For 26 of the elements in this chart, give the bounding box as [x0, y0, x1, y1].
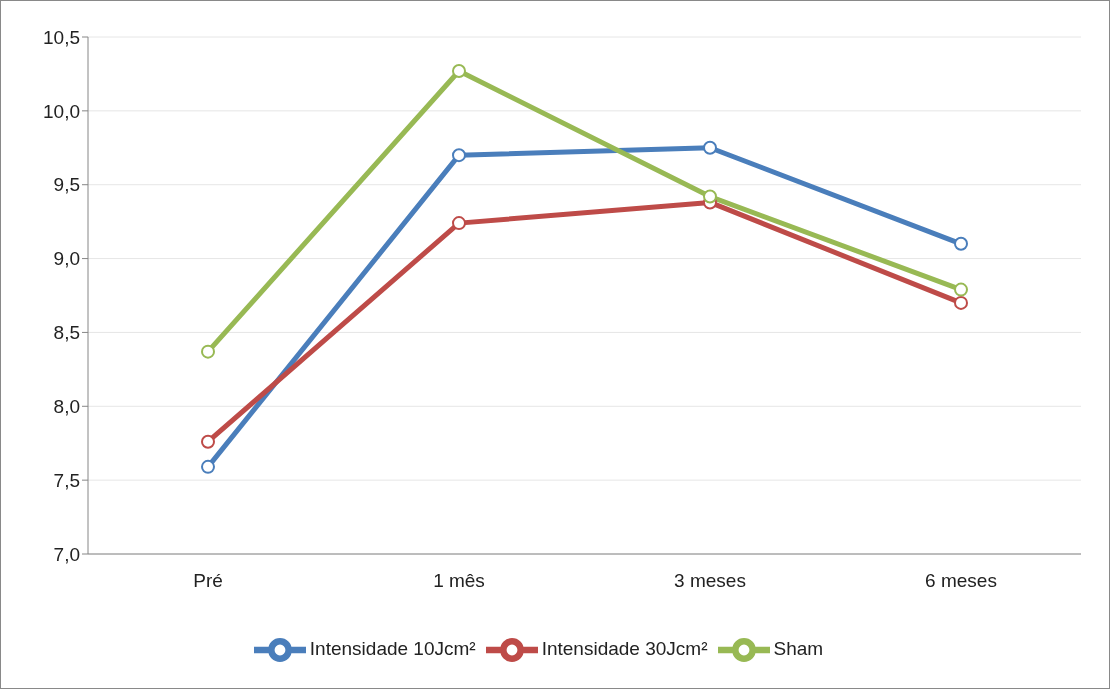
point — [201, 344, 215, 359]
y-tick-label: 9,5 — [53, 174, 80, 196]
y-tick-label: 10,0 — [43, 100, 80, 122]
y-tick-label: 7,0 — [53, 543, 80, 565]
y-tick-label: 9,0 — [53, 248, 80, 270]
point — [452, 63, 466, 78]
legend-label: Sham — [773, 638, 824, 660]
x-tick-label: 1 mês — [433, 570, 485, 592]
point — [954, 282, 968, 297]
y-tick-label: 8,0 — [53, 396, 80, 418]
legend-label: Intensidade 10Jcm² — [309, 638, 476, 660]
y-tick-label: 8,5 — [53, 322, 80, 344]
y-tick-label: 10,5 — [43, 26, 80, 48]
point — [452, 148, 466, 163]
legend-label: Intensidade 30Jcm² — [541, 638, 708, 660]
x-tick-label: Pré — [193, 570, 223, 592]
point — [954, 295, 968, 310]
point — [201, 434, 215, 449]
point — [703, 140, 717, 155]
y-tick-label: 7,5 — [53, 469, 80, 491]
x-tick-label: 3 meses — [674, 570, 746, 592]
x-tick-label: 6 meses — [925, 570, 997, 592]
point — [452, 216, 466, 231]
point — [703, 189, 717, 204]
point — [201, 459, 215, 474]
point — [954, 236, 968, 251]
